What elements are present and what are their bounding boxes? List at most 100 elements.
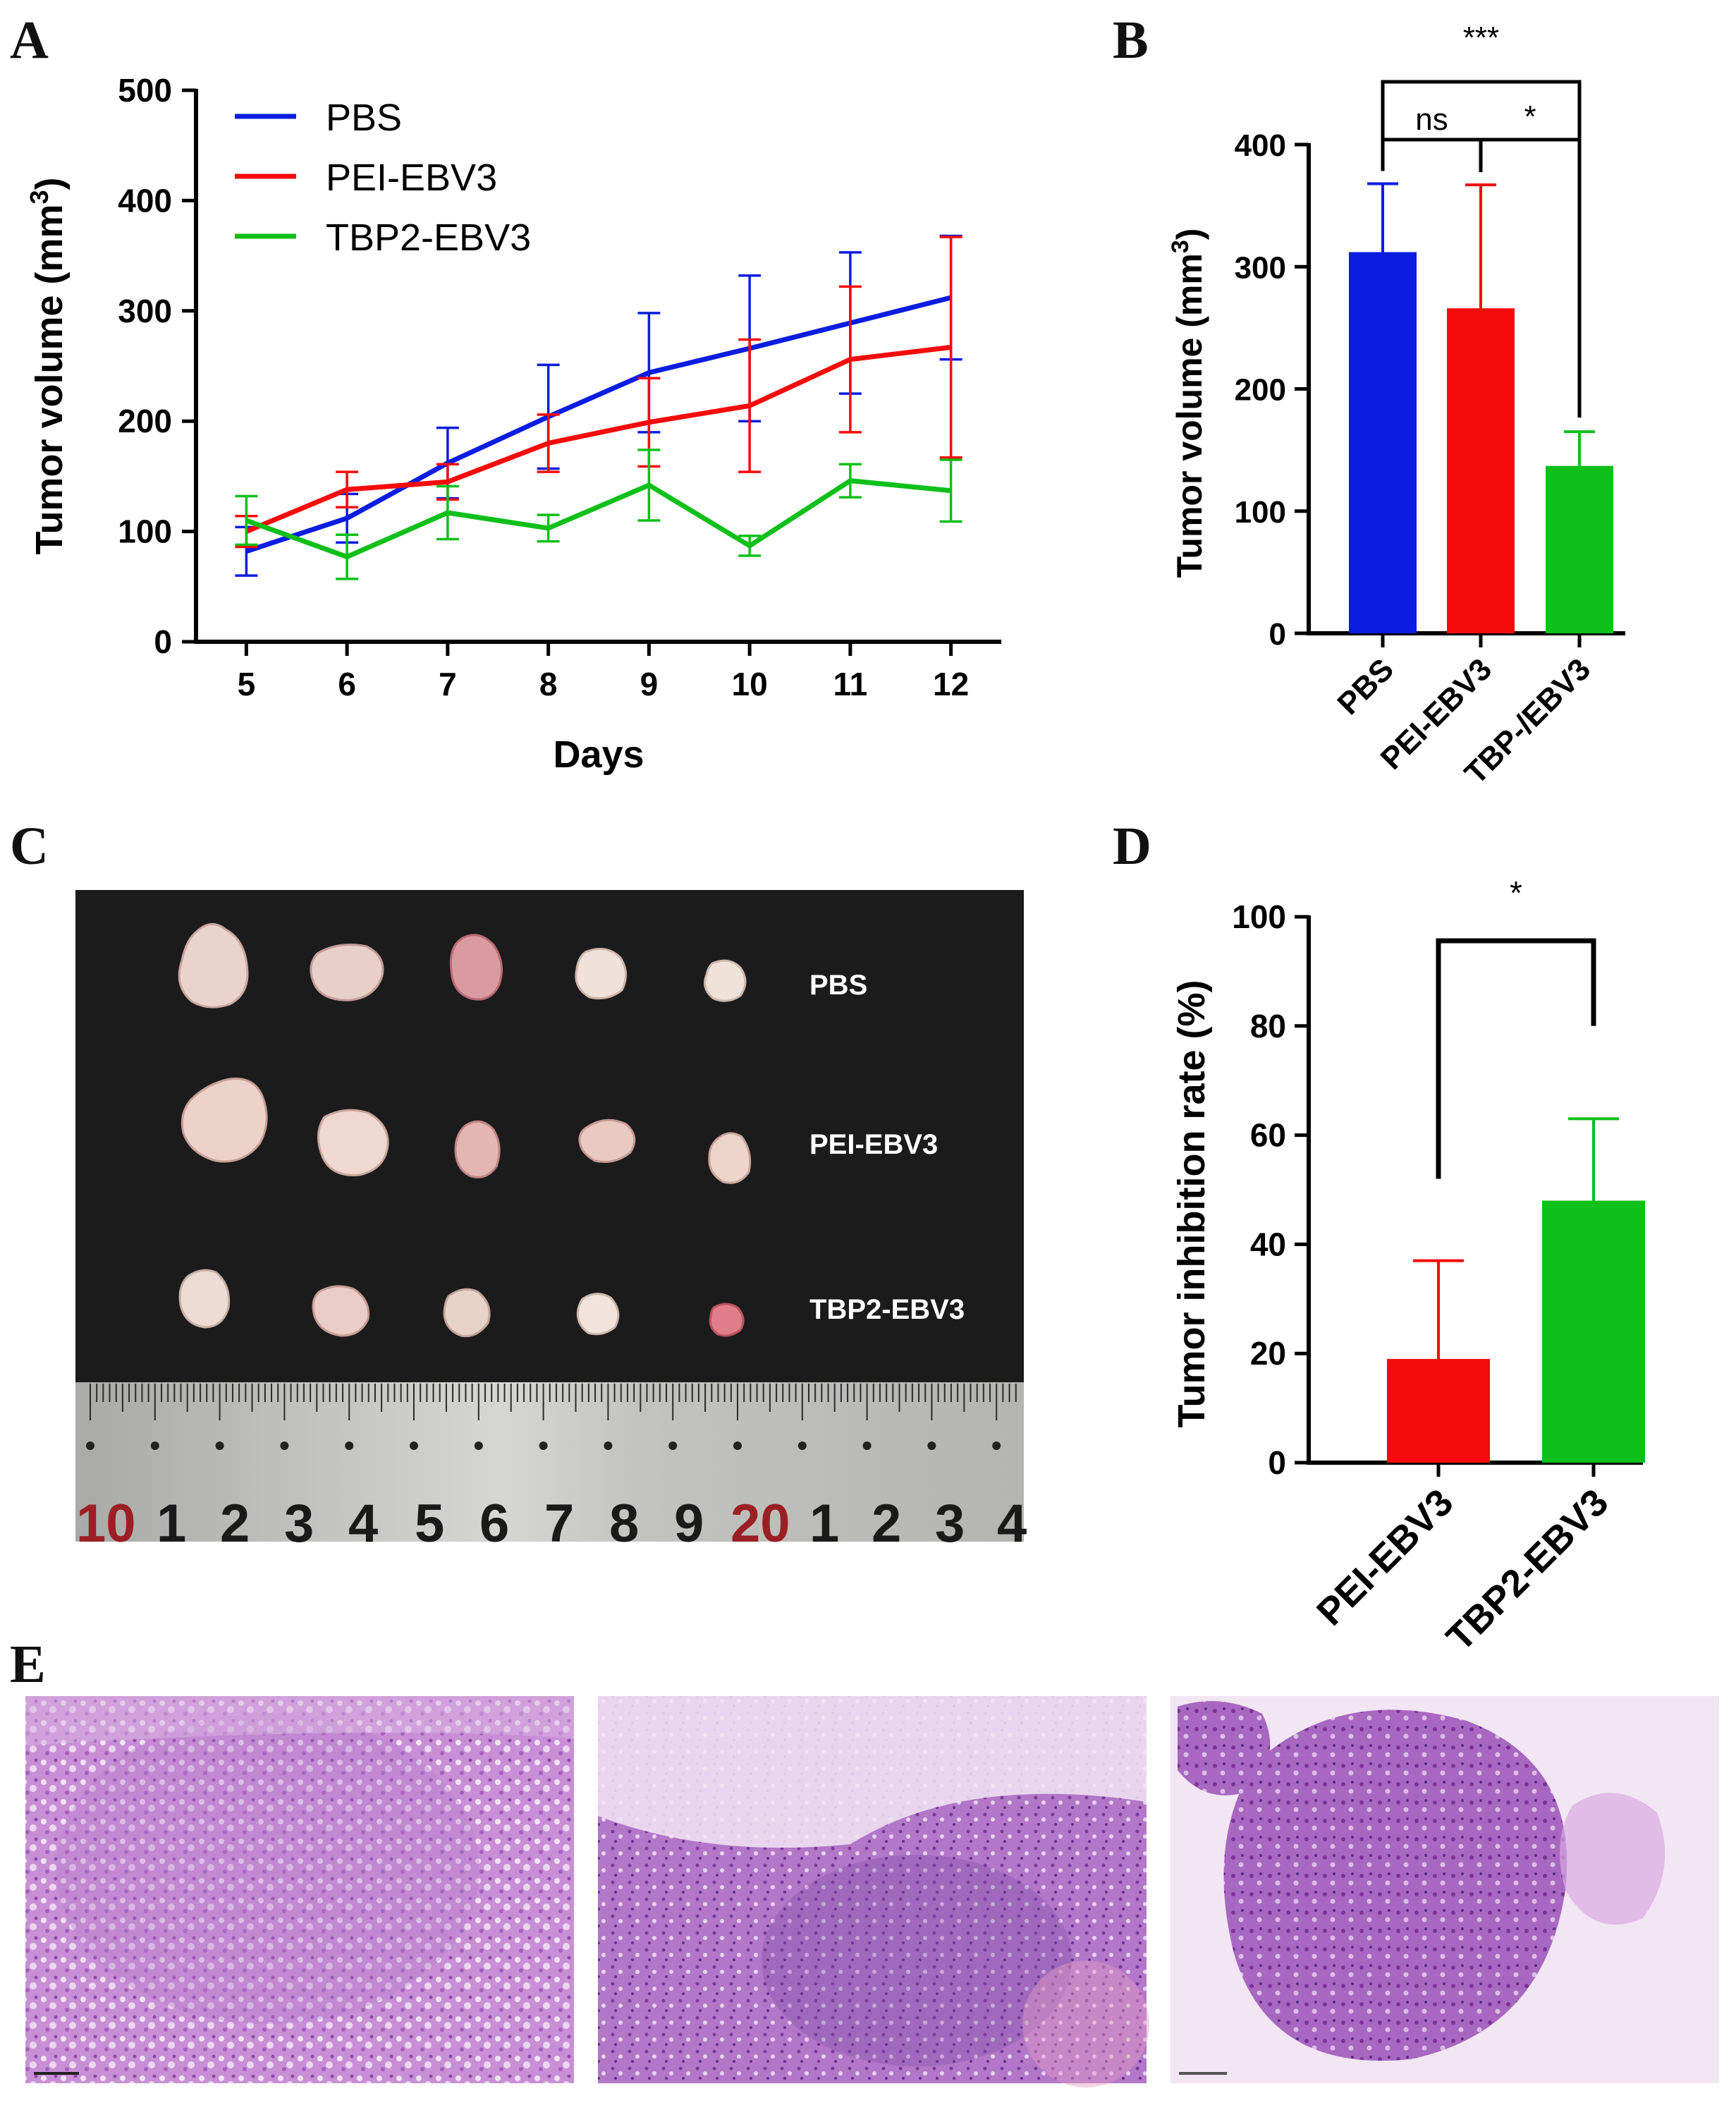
x-tick-label: PEI-EBV3 — [1309, 1481, 1461, 1633]
photo-label-tbp2-ebv3: TBP2-EBV3 — [809, 1294, 965, 1325]
ruler-number: 20 — [731, 1494, 790, 1554]
y-tick-label: 20 — [1250, 1335, 1286, 1372]
y-tick-label: 0 — [1269, 617, 1286, 652]
ruler-dot — [927, 1441, 936, 1450]
ruler-dot — [280, 1441, 289, 1450]
tumor-specimen — [443, 1288, 491, 1338]
tumor-specimen — [181, 1078, 268, 1163]
series-line-tbp2-ebv3 — [245, 478, 951, 560]
y-tick-label: 100 — [118, 513, 172, 550]
ruler-dot — [86, 1441, 94, 1450]
ruler-dot — [215, 1441, 224, 1450]
x-tick-label: 11 — [833, 666, 868, 702]
ruler-number: 4 — [997, 1494, 1027, 1554]
tumor-specimen — [454, 1120, 501, 1178]
ruler-dot — [862, 1441, 872, 1450]
y-tick-label: 80 — [1250, 1008, 1286, 1044]
x-tick-label: 6 — [338, 666, 356, 702]
panel-letter-a: A — [10, 11, 49, 70]
ruler-dot — [797, 1441, 807, 1450]
legend-label: PEI-EBV3 — [326, 157, 497, 199]
x-tick-label: TBP2-EBV3 — [1438, 1481, 1617, 1659]
comparison-bracket — [1381, 138, 1483, 173]
ruler-number: 3 — [284, 1494, 314, 1554]
x-tick-label: 12 — [933, 666, 969, 702]
ruler-number: 2 — [220, 1494, 250, 1554]
y-tick-label: 0 — [1268, 1444, 1286, 1481]
ruler-dot — [345, 1441, 354, 1450]
histology-images — [25, 1696, 1719, 2087]
tumor-specimen — [312, 1285, 370, 1337]
legend-label: PBS — [326, 97, 402, 139]
ruler-number: 7 — [544, 1494, 574, 1554]
ruler-ticks — [86, 1384, 1017, 1450]
ruler-number: 3 — [935, 1494, 965, 1554]
y-tick-label: 300 — [1235, 250, 1286, 285]
panel-letter-c: C — [10, 817, 49, 876]
y-axis-label: Tumor volume (mm3) — [1167, 228, 1209, 578]
ruler-dot — [668, 1441, 678, 1450]
series-line-pei-ebv3 — [245, 344, 952, 534]
ruler-number: 5 — [415, 1494, 444, 1554]
comparison-bracket — [1436, 938, 1596, 1179]
line-chart-tumor-volume: 0 100 200 300 400 500 5 6 7 8 9 10 11 12 Days Tumor vol… — [25, 72, 1001, 776]
x-tick-label: 9 — [640, 666, 659, 702]
series-line-pbs — [245, 295, 952, 554]
tumor-specimen — [708, 1132, 752, 1184]
x-tick-label: 7 — [439, 666, 457, 702]
ruler-dot — [733, 1441, 742, 1450]
tumor-specimen — [576, 1293, 620, 1336]
y-tick-label: 500 — [118, 72, 172, 109]
histology-image-tbp2-ebv3 — [1170, 1696, 1719, 2083]
legend-label: TBP2-EBV3 — [326, 217, 531, 259]
histology-image-pei-ebv3 — [598, 1696, 1149, 2087]
ruler-dot — [992, 1441, 1001, 1450]
comparison-label: ns — [1415, 102, 1448, 137]
y-axis-label: Tumor volume (mm3) — [25, 177, 71, 554]
tumor-row-pbs — [178, 923, 747, 1008]
bar-pei-ebv3 — [1387, 1358, 1490, 1463]
ruler-number: 9 — [674, 1494, 704, 1554]
ruler-dot — [539, 1441, 548, 1450]
y-tick-label: 200 — [118, 403, 172, 439]
ruler-number: 1 — [809, 1494, 839, 1554]
panel-letter-e: E — [10, 1635, 46, 1694]
ruler-number: 4 — [348, 1494, 378, 1554]
ruler-dot — [410, 1441, 418, 1450]
tumor-specimen — [704, 959, 747, 1002]
y-tick-label: 100 — [1235, 495, 1286, 530]
comparison-label: * — [1510, 874, 1522, 911]
ruler-dot — [474, 1441, 483, 1450]
x-tick-label: 10 — [732, 666, 768, 702]
comparison-label: *** — [1463, 20, 1499, 55]
bar-pei-ebv3 — [1447, 308, 1515, 633]
ruler-dot — [604, 1441, 613, 1450]
x-tick-label: 8 — [539, 666, 558, 702]
y-tick-label: 200 — [1235, 373, 1286, 408]
tumor-photograph: PBS PEI-EBV3 TBP2-EBV3 10 1 2 3 4 5 6 7 … — [75, 890, 1027, 1554]
y-tick-label: 60 — [1250, 1117, 1286, 1154]
histology-image-pbs — [25, 1696, 574, 2083]
y-tick-label: 0 — [154, 623, 172, 660]
ruler-number: 10 — [76, 1494, 136, 1554]
ruler-number: 6 — [479, 1494, 509, 1554]
bar-tbp2-ebv3 — [1542, 1200, 1645, 1463]
x-axis-label: Days — [553, 733, 644, 776]
panel-letter-b: B — [1113, 11, 1149, 70]
x-tick-label: 5 — [238, 666, 256, 702]
comparison-bracket — [1381, 80, 1582, 140]
ruler-numbers: 10 1 2 3 4 5 6 7 8 9 20 1 2 3 4 — [76, 1494, 1027, 1554]
y-tick-label: 400 — [118, 182, 172, 219]
tumor-specimen — [449, 934, 503, 1001]
y-axis-label: Tumor inhibition rate (%) — [1170, 980, 1213, 1428]
tumor-specimen — [575, 948, 627, 1000]
y-tick-label: 100 — [1232, 898, 1286, 935]
tumor-specimen — [310, 944, 384, 1001]
bar-tbp-/ebv3 — [1546, 465, 1613, 633]
tumor-specimen — [578, 1118, 636, 1163]
panel-letter-d: D — [1113, 817, 1151, 876]
bar-chart-inhibition-rate: 0 20 40 60 80 100 Tumor inhibition rate (%) PEI… — [1170, 874, 1645, 1659]
ruler — [75, 1382, 1024, 1542]
